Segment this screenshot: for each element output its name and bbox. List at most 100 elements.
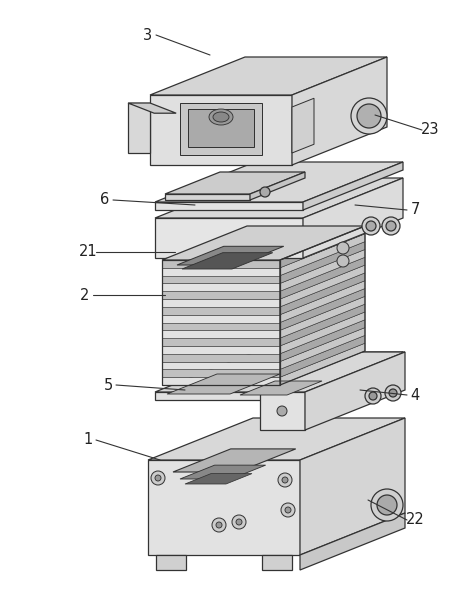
Ellipse shape bbox=[366, 221, 376, 231]
Text: 21: 21 bbox=[79, 244, 97, 260]
Polygon shape bbox=[182, 253, 273, 269]
Text: 23: 23 bbox=[421, 123, 439, 137]
Polygon shape bbox=[165, 194, 250, 200]
Polygon shape bbox=[280, 304, 365, 346]
Polygon shape bbox=[155, 392, 303, 400]
Polygon shape bbox=[280, 312, 365, 354]
Polygon shape bbox=[148, 418, 405, 460]
Polygon shape bbox=[148, 460, 300, 555]
Polygon shape bbox=[156, 555, 186, 570]
Polygon shape bbox=[162, 315, 280, 323]
Polygon shape bbox=[162, 226, 365, 260]
Polygon shape bbox=[162, 338, 280, 346]
Polygon shape bbox=[165, 172, 305, 194]
Polygon shape bbox=[162, 354, 280, 362]
Ellipse shape bbox=[386, 221, 396, 231]
Polygon shape bbox=[162, 283, 280, 291]
Ellipse shape bbox=[385, 385, 401, 401]
Ellipse shape bbox=[285, 507, 291, 513]
Polygon shape bbox=[185, 474, 252, 484]
Polygon shape bbox=[280, 335, 365, 377]
Polygon shape bbox=[280, 265, 365, 307]
Polygon shape bbox=[280, 257, 365, 299]
Ellipse shape bbox=[281, 503, 295, 517]
Polygon shape bbox=[292, 98, 314, 153]
Polygon shape bbox=[155, 162, 403, 202]
Text: 3: 3 bbox=[144, 28, 152, 42]
Ellipse shape bbox=[232, 515, 246, 529]
Polygon shape bbox=[262, 555, 292, 570]
Polygon shape bbox=[280, 234, 365, 276]
Ellipse shape bbox=[365, 388, 381, 404]
Polygon shape bbox=[173, 449, 296, 472]
Text: 4: 4 bbox=[410, 388, 420, 402]
Ellipse shape bbox=[377, 495, 397, 515]
Polygon shape bbox=[162, 369, 280, 377]
Polygon shape bbox=[250, 172, 305, 200]
Polygon shape bbox=[128, 103, 176, 113]
Polygon shape bbox=[162, 307, 280, 315]
Ellipse shape bbox=[389, 389, 397, 397]
Text: 7: 7 bbox=[410, 203, 420, 217]
Polygon shape bbox=[280, 281, 365, 323]
Text: 5: 5 bbox=[103, 378, 113, 392]
Polygon shape bbox=[162, 291, 280, 299]
Ellipse shape bbox=[236, 519, 242, 525]
Text: 1: 1 bbox=[83, 432, 92, 448]
Ellipse shape bbox=[213, 112, 229, 122]
Polygon shape bbox=[162, 268, 280, 276]
Polygon shape bbox=[180, 465, 265, 479]
Polygon shape bbox=[280, 343, 365, 385]
Polygon shape bbox=[280, 226, 365, 268]
Ellipse shape bbox=[337, 255, 349, 267]
Polygon shape bbox=[155, 178, 403, 218]
Ellipse shape bbox=[151, 471, 165, 485]
Polygon shape bbox=[280, 289, 365, 330]
Polygon shape bbox=[260, 392, 305, 430]
Text: 2: 2 bbox=[80, 287, 90, 303]
Polygon shape bbox=[150, 95, 292, 165]
Ellipse shape bbox=[260, 187, 270, 197]
Polygon shape bbox=[280, 273, 365, 315]
Polygon shape bbox=[162, 362, 280, 369]
Polygon shape bbox=[162, 346, 280, 354]
Ellipse shape bbox=[212, 518, 226, 532]
Polygon shape bbox=[167, 374, 280, 394]
Polygon shape bbox=[292, 57, 387, 165]
Polygon shape bbox=[305, 352, 405, 430]
Polygon shape bbox=[240, 381, 322, 395]
Ellipse shape bbox=[369, 392, 377, 400]
Ellipse shape bbox=[371, 489, 403, 521]
Polygon shape bbox=[280, 320, 365, 362]
Polygon shape bbox=[280, 327, 365, 369]
Polygon shape bbox=[280, 249, 365, 291]
Polygon shape bbox=[155, 352, 403, 392]
Ellipse shape bbox=[337, 242, 349, 254]
Ellipse shape bbox=[277, 406, 287, 416]
Polygon shape bbox=[162, 299, 280, 307]
Ellipse shape bbox=[282, 477, 288, 483]
Ellipse shape bbox=[362, 217, 380, 235]
Polygon shape bbox=[177, 246, 284, 265]
Polygon shape bbox=[162, 377, 280, 385]
Polygon shape bbox=[128, 103, 150, 153]
Polygon shape bbox=[300, 418, 405, 555]
Polygon shape bbox=[303, 352, 403, 400]
Ellipse shape bbox=[278, 473, 292, 487]
Polygon shape bbox=[260, 352, 405, 392]
Polygon shape bbox=[162, 260, 280, 268]
Polygon shape bbox=[300, 513, 405, 570]
Polygon shape bbox=[162, 323, 280, 330]
Ellipse shape bbox=[351, 98, 387, 134]
Text: 22: 22 bbox=[406, 512, 424, 528]
Polygon shape bbox=[280, 241, 365, 283]
Polygon shape bbox=[155, 218, 303, 258]
Ellipse shape bbox=[382, 217, 400, 235]
Ellipse shape bbox=[357, 104, 381, 128]
Polygon shape bbox=[162, 276, 280, 283]
Polygon shape bbox=[162, 330, 280, 338]
Polygon shape bbox=[155, 202, 303, 210]
Polygon shape bbox=[280, 296, 365, 338]
Polygon shape bbox=[303, 178, 403, 258]
Polygon shape bbox=[188, 109, 254, 147]
